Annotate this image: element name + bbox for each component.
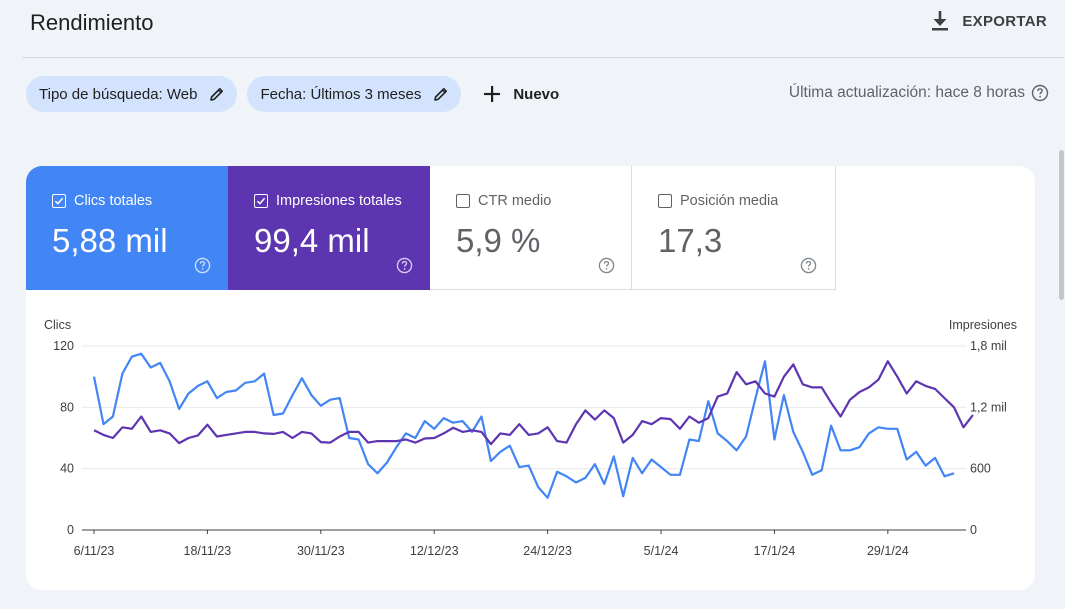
x-tick-label: 6/11/23 bbox=[74, 544, 115, 558]
filter-chip-label: Fecha: Últimos 3 meses bbox=[260, 85, 422, 103]
metric-label: Clics totales bbox=[74, 193, 153, 209]
page-title: Rendimiento bbox=[30, 10, 154, 35]
help-icon[interactable] bbox=[800, 257, 817, 274]
filter-chip-label: Tipo de búsqueda: Web bbox=[39, 85, 198, 103]
left-tick-label: 0 bbox=[67, 523, 74, 537]
series-line-clicks bbox=[92, 352, 955, 499]
left-axis-title: Clics bbox=[44, 318, 71, 332]
export-button[interactable]: EXPORTAR bbox=[930, 10, 1047, 32]
filter-bar: Tipo de búsqueda: Web Fecha: Últimos 3 m… bbox=[26, 76, 559, 112]
help-icon[interactable] bbox=[1031, 84, 1049, 102]
x-tick-label: 24/12/23 bbox=[523, 544, 572, 558]
performance-line-chart[interactable]: Clics Impresiones 0 40 80 120 0 600 1,2 mil 1,… bbox=[26, 290, 1035, 590]
checkbox-unchecked-icon[interactable] bbox=[456, 194, 470, 208]
filter-chip-search-type[interactable]: Tipo de búsqueda: Web bbox=[26, 76, 238, 112]
checkbox-checked-icon[interactable] bbox=[52, 194, 66, 208]
metric-card-total-clicks[interactable]: Clics totales 5,88 mil bbox=[26, 166, 228, 290]
x-tick-label: 29/1/24 bbox=[867, 544, 909, 558]
chart-gridlines bbox=[82, 345, 966, 531]
left-tick-label: 80 bbox=[60, 400, 74, 414]
metric-card-average-ctr[interactable]: CTR medio 5,9 % bbox=[430, 166, 632, 290]
chart-series bbox=[92, 352, 974, 499]
last-update-text: Última actualización: hace 8 horas bbox=[788, 84, 1025, 101]
metric-label: Impresiones totales bbox=[276, 193, 402, 209]
checkbox-checked-icon[interactable] bbox=[254, 194, 268, 208]
metric-label: Posición media bbox=[680, 193, 779, 209]
x-tick-label: 12/12/23 bbox=[410, 544, 459, 558]
x-tick-label: 5/1/24 bbox=[644, 544, 679, 558]
edit-icon bbox=[210, 88, 224, 101]
left-tick-label: 40 bbox=[60, 462, 74, 476]
metric-value: 5,88 mil bbox=[52, 222, 168, 259]
x-axis-ticks: 6/11/23 18/11/23 30/11/23 12/12/23 24/12/23 5… bbox=[74, 530, 909, 558]
right-axis-title: Impresiones bbox=[949, 318, 1017, 332]
right-tick-label: 600 bbox=[970, 462, 991, 476]
right-tick-label: 1,8 mil bbox=[970, 339, 1007, 353]
series-line-impressions bbox=[93, 360, 974, 446]
new-filter-label: Nuevo bbox=[513, 85, 560, 103]
left-axis-ticks: 0 40 80 120 bbox=[53, 339, 74, 537]
last-update-status: Última actualización: hace 8 horas bbox=[789, 84, 1049, 102]
help-icon[interactable] bbox=[194, 257, 211, 274]
new-filter-button[interactable]: Nuevo bbox=[483, 85, 559, 103]
left-tick-label: 120 bbox=[53, 339, 74, 353]
right-tick-label: 0 bbox=[970, 523, 977, 537]
metric-value: 99,4 mil bbox=[254, 222, 370, 259]
download-icon bbox=[932, 11, 949, 31]
metric-card-total-impressions[interactable]: Impresiones totales 99,4 mil bbox=[228, 166, 430, 290]
checkbox-unchecked-icon[interactable] bbox=[658, 194, 672, 208]
x-tick-label: 17/1/24 bbox=[754, 544, 796, 558]
page-header: Rendimiento EXPORTAR bbox=[0, 0, 1065, 58]
metric-label: CTR medio bbox=[478, 193, 552, 209]
plus-icon bbox=[484, 86, 501, 102]
export-label: EXPORTAR bbox=[962, 12, 1047, 30]
x-tick-label: 18/11/23 bbox=[184, 544, 232, 558]
right-axis-ticks: 0 600 1,2 mil 1,8 mil bbox=[970, 339, 1007, 537]
filter-chip-date[interactable]: Fecha: Últimos 3 meses bbox=[247, 76, 462, 112]
help-icon[interactable] bbox=[598, 257, 615, 274]
metric-value: 17,3 bbox=[658, 222, 723, 259]
edit-icon bbox=[434, 88, 448, 101]
help-icon[interactable] bbox=[396, 257, 413, 274]
right-tick-label: 1,2 mil bbox=[970, 400, 1007, 414]
performance-card: Clics totales 5,88 mil Impresiones total… bbox=[26, 166, 1035, 590]
metric-value: 5,9 % bbox=[456, 222, 541, 259]
page-scrollbar[interactable] bbox=[1059, 150, 1064, 300]
header-divider bbox=[22, 57, 1065, 58]
metric-card-average-position[interactable]: Posición media 17,3 bbox=[632, 166, 836, 290]
x-tick-label: 30/11/23 bbox=[297, 544, 345, 558]
